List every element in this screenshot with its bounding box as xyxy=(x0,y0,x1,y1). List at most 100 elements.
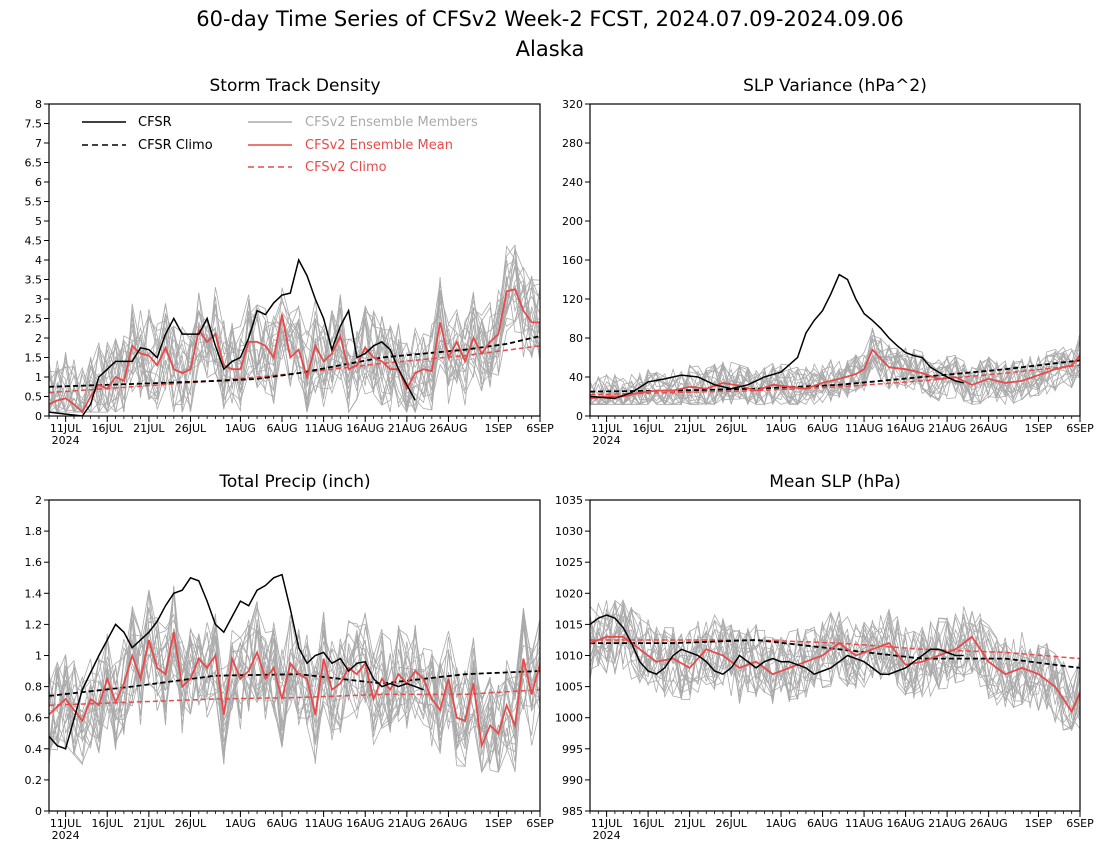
y-tick-label: 1.8 xyxy=(25,525,43,538)
x-year-label: 2024 xyxy=(52,434,80,447)
x-tick-label: 11AUG xyxy=(845,817,883,830)
x-tick-label: 26AUG xyxy=(429,422,467,435)
cfsr-line xyxy=(590,273,964,400)
ensemble-member-line xyxy=(590,608,1080,714)
y-tick-label: 0.8 xyxy=(25,681,43,694)
ensemble-member-line xyxy=(590,327,1080,406)
x-tick-label: 1AUG xyxy=(765,422,796,435)
ensemble-member-line xyxy=(49,277,540,413)
y-tick-label: 0.5 xyxy=(25,391,43,404)
x-tick-label: 6AUG xyxy=(266,817,297,830)
x-tick-label: 6AUG xyxy=(807,422,838,435)
legend-label-cfsr: CFSR xyxy=(138,115,172,130)
y-tick-label: 8 xyxy=(35,98,42,111)
y-tick-label: 6 xyxy=(35,176,42,189)
ensemble-member-line xyxy=(49,291,540,413)
x-tick-label: 21AUG xyxy=(388,817,426,830)
y-tick-label: 5 xyxy=(35,215,42,228)
x-tick-label: 6AUG xyxy=(266,422,297,435)
panel-mean-slp: Mean SLP (hPa) 985 990 995 1000 1005 1010 1015… xyxy=(555,472,1094,842)
x-tick-label: 16JUL xyxy=(632,422,664,435)
y-tick-label: 1025 xyxy=(555,556,583,569)
x-tick-label: 11JUL xyxy=(591,422,623,435)
y-tick-label: 320 xyxy=(562,98,583,111)
y-tick-label: 0 xyxy=(35,805,42,818)
y-tick-label: 5.5 xyxy=(25,196,43,209)
x-tick-label: 21AUG xyxy=(928,422,966,435)
ensemble-member-line xyxy=(590,339,1080,406)
ensemble-member-line xyxy=(49,260,540,413)
y-tick-label: 0.6 xyxy=(25,712,43,725)
plot-area-storm: 0 0.5 1 1.5 2 2.5 3 3.5 4 4.5 5 5.5 6 6.5 7 7.5 8 11JUL 16… xyxy=(25,98,555,447)
y-tick-label: 7.5 xyxy=(25,118,43,131)
y-tick-label: 1.4 xyxy=(25,587,43,600)
y-tick-label: 7 xyxy=(35,137,42,150)
x-tick-label: 16JUL xyxy=(92,817,124,830)
ensemble-member-line xyxy=(49,587,540,761)
y-tick-label: 1030 xyxy=(555,525,583,538)
x-tick-label: 11JUL xyxy=(50,422,82,435)
ensemble-member-line xyxy=(590,602,1080,718)
x-tick-label: 16AUG xyxy=(887,817,925,830)
y-tick-label: 1035 xyxy=(555,494,583,507)
y-tick-label: 990 xyxy=(562,774,583,787)
x-tick-label: 1AUG xyxy=(225,817,256,830)
x-tick-label: 1SEP xyxy=(1025,422,1053,435)
y-tick-label: 6.5 xyxy=(25,157,43,170)
x-year-label: 2024 xyxy=(593,434,621,447)
ensemble-member-line xyxy=(49,608,540,773)
figure-subtitle: Alaska xyxy=(516,37,585,61)
plot-area-precip: 0 0.2 0.4 0.6 0.8 1 1.2 1.4 1.6 1.8 2 11JUL 16JUL 21J… xyxy=(25,494,555,842)
x-tick-label: 21JUL xyxy=(674,422,706,435)
legend-label-members: CFSv2 Ensemble Members xyxy=(305,115,478,130)
y-tick-label: 0 xyxy=(35,410,42,423)
x-tick-label: 11JUL xyxy=(50,817,82,830)
ensemble-member-line xyxy=(590,348,1080,406)
x-tick-label: 21JUL xyxy=(133,817,165,830)
y-tick-label: 240 xyxy=(562,176,583,189)
ensemble-member-line xyxy=(590,611,1080,724)
y-tick-label: 2 xyxy=(35,494,42,507)
x-tick-label: 11JUL xyxy=(591,817,623,830)
ensemble-member-line xyxy=(590,599,1080,711)
y-tick-label: 1.6 xyxy=(25,556,43,569)
y-tick-label: 985 xyxy=(562,805,583,818)
ensemble-mean-line xyxy=(49,632,540,750)
panel-total-precip: Total Precip (inch) 0 0.2 0.4 0.6 0.8 1 1.2 1.4… xyxy=(25,472,555,842)
ensemble-member-line xyxy=(49,626,540,773)
legend-label-cfsv2-climo: CFSv2 Climo xyxy=(305,160,387,175)
x-tick-label: 6AUG xyxy=(807,817,838,830)
y-tick-label: 3 xyxy=(35,293,42,306)
panel-title-slpvar: SLP Variance (hPa^2) xyxy=(743,76,927,96)
y-tick-label: 160 xyxy=(562,254,583,267)
panel-title-mslp: Mean SLP (hPa) xyxy=(769,472,901,492)
y-tick-label: 120 xyxy=(562,293,583,306)
ensemble-member-line xyxy=(49,607,540,773)
y-tick-label: 1.2 xyxy=(25,618,43,631)
x-tick-label: 6SEP xyxy=(1066,817,1094,830)
y-tick-label: 4 xyxy=(35,254,42,267)
x-tick-label: 16JUL xyxy=(632,817,664,830)
figure-title: 60-day Time Series of CFSv2 Week-2 FCST,… xyxy=(196,7,903,31)
x-tick-label: 16AUG xyxy=(346,817,384,830)
x-tick-label: 1AUG xyxy=(765,817,796,830)
y-tick-label: 1005 xyxy=(555,681,583,694)
ensemble-member-line xyxy=(49,618,540,773)
legend: CFSR CFSR Climo CFSv2 Ensemble Members C… xyxy=(82,115,478,175)
ensemble-mean-line xyxy=(590,348,1080,400)
x-tick-label: 6SEP xyxy=(526,422,554,435)
x-tick-label: 1AUG xyxy=(225,422,256,435)
x-tick-label: 26JUL xyxy=(175,422,207,435)
ensemble-member-line xyxy=(590,349,1080,406)
x-tick-label: 16AUG xyxy=(346,422,384,435)
ensemble-member-line xyxy=(590,337,1080,406)
plot-area-slpvar: 0 40 80 120 160 200 240 280 320 11JUL 16JUL 21JUL 26… xyxy=(562,98,1094,447)
y-tick-label: 2 xyxy=(35,332,42,345)
ensemble-member-line xyxy=(590,621,1080,732)
x-tick-label: 16JUL xyxy=(92,422,124,435)
ensemble-member-line xyxy=(49,600,540,765)
y-tick-label: 2.5 xyxy=(25,313,43,326)
y-tick-label: 0.4 xyxy=(25,743,43,756)
x-tick-label: 11AUG xyxy=(845,422,883,435)
